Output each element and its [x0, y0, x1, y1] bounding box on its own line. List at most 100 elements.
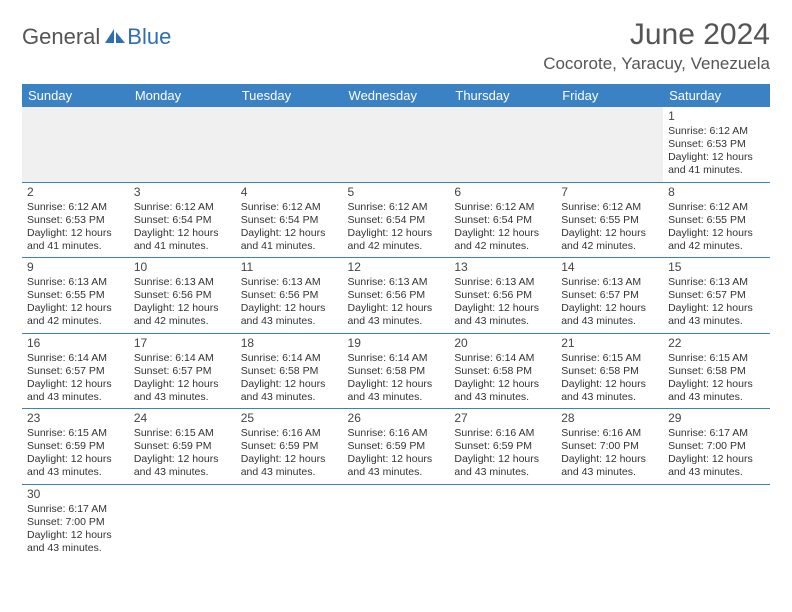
calendar-page: General Blue June 2024 Cocorote, Yaracuy…	[0, 0, 792, 612]
calendar-cell: 5Sunrise: 6:12 AMSunset: 6:54 PMDaylight…	[343, 182, 450, 258]
calendar-table: SundayMondayTuesdayWednesdayThursdayFrid…	[22, 84, 770, 559]
day-info: Sunrise: 6:15 AMSunset: 6:59 PMDaylight:…	[27, 427, 124, 480]
calendar-cell	[449, 484, 556, 559]
calendar-week: 2Sunrise: 6:12 AMSunset: 6:53 PMDaylight…	[22, 182, 770, 258]
day-number: 22	[668, 336, 765, 351]
day-header-row: SundayMondayTuesdayWednesdayThursdayFrid…	[22, 84, 770, 107]
day-info: Sunrise: 6:12 AMSunset: 6:54 PMDaylight:…	[241, 201, 338, 254]
calendar-cell: 23Sunrise: 6:15 AMSunset: 6:59 PMDayligh…	[22, 409, 129, 485]
day-number: 15	[668, 260, 765, 275]
calendar-cell: 28Sunrise: 6:16 AMSunset: 7:00 PMDayligh…	[556, 409, 663, 485]
calendar-cell: 27Sunrise: 6:16 AMSunset: 6:59 PMDayligh…	[449, 409, 556, 485]
day-number: 12	[348, 260, 445, 275]
day-info: Sunrise: 6:12 AMSunset: 6:55 PMDaylight:…	[561, 201, 658, 254]
calendar-cell: 10Sunrise: 6:13 AMSunset: 6:56 PMDayligh…	[129, 258, 236, 334]
calendar-cell	[663, 484, 770, 559]
calendar-cell: 14Sunrise: 6:13 AMSunset: 6:57 PMDayligh…	[556, 258, 663, 334]
calendar-cell: 6Sunrise: 6:12 AMSunset: 6:54 PMDaylight…	[449, 182, 556, 258]
calendar-cell: 8Sunrise: 6:12 AMSunset: 6:55 PMDaylight…	[663, 182, 770, 258]
calendar-cell: 15Sunrise: 6:13 AMSunset: 6:57 PMDayligh…	[663, 258, 770, 334]
day-number: 7	[561, 185, 658, 200]
calendar-cell	[236, 484, 343, 559]
day-header: Monday	[129, 84, 236, 107]
day-number: 3	[134, 185, 231, 200]
day-info: Sunrise: 6:14 AMSunset: 6:57 PMDaylight:…	[134, 352, 231, 405]
calendar-week: 16Sunrise: 6:14 AMSunset: 6:57 PMDayligh…	[22, 333, 770, 409]
calendar-cell	[22, 107, 129, 182]
day-number: 23	[27, 411, 124, 426]
calendar-cell: 21Sunrise: 6:15 AMSunset: 6:58 PMDayligh…	[556, 333, 663, 409]
calendar-week: 23Sunrise: 6:15 AMSunset: 6:59 PMDayligh…	[22, 409, 770, 485]
calendar-cell: 22Sunrise: 6:15 AMSunset: 6:58 PMDayligh…	[663, 333, 770, 409]
day-info: Sunrise: 6:13 AMSunset: 6:56 PMDaylight:…	[241, 276, 338, 329]
day-header: Friday	[556, 84, 663, 107]
day-info: Sunrise: 6:13 AMSunset: 6:55 PMDaylight:…	[27, 276, 124, 329]
calendar-cell	[236, 107, 343, 182]
day-info: Sunrise: 6:15 AMSunset: 6:58 PMDaylight:…	[668, 352, 765, 405]
day-info: Sunrise: 6:13 AMSunset: 6:56 PMDaylight:…	[134, 276, 231, 329]
day-number: 30	[27, 487, 124, 502]
day-number: 14	[561, 260, 658, 275]
calendar-cell: 3Sunrise: 6:12 AMSunset: 6:54 PMDaylight…	[129, 182, 236, 258]
calendar-cell: 7Sunrise: 6:12 AMSunset: 6:55 PMDaylight…	[556, 182, 663, 258]
day-number: 4	[241, 185, 338, 200]
day-number: 10	[134, 260, 231, 275]
day-number: 21	[561, 336, 658, 351]
calendar-cell: 19Sunrise: 6:14 AMSunset: 6:58 PMDayligh…	[343, 333, 450, 409]
day-number: 24	[134, 411, 231, 426]
calendar-cell	[556, 484, 663, 559]
day-number: 17	[134, 336, 231, 351]
day-number: 9	[27, 260, 124, 275]
calendar-body: 1Sunrise: 6:12 AMSunset: 6:53 PMDaylight…	[22, 107, 770, 559]
calendar-cell: 29Sunrise: 6:17 AMSunset: 7:00 PMDayligh…	[663, 409, 770, 485]
day-number: 1	[668, 109, 765, 124]
calendar-cell	[449, 107, 556, 182]
day-info: Sunrise: 6:12 AMSunset: 6:53 PMDaylight:…	[668, 125, 765, 178]
day-info: Sunrise: 6:17 AMSunset: 7:00 PMDaylight:…	[27, 503, 124, 556]
calendar-cell	[343, 107, 450, 182]
day-number: 5	[348, 185, 445, 200]
day-info: Sunrise: 6:12 AMSunset: 6:54 PMDaylight:…	[348, 201, 445, 254]
calendar-cell: 30Sunrise: 6:17 AMSunset: 7:00 PMDayligh…	[22, 484, 129, 559]
calendar-week: 30Sunrise: 6:17 AMSunset: 7:00 PMDayligh…	[22, 484, 770, 559]
day-info: Sunrise: 6:16 AMSunset: 6:59 PMDaylight:…	[348, 427, 445, 480]
day-info: Sunrise: 6:13 AMSunset: 6:56 PMDaylight:…	[348, 276, 445, 329]
day-number: 11	[241, 260, 338, 275]
day-info: Sunrise: 6:13 AMSunset: 6:56 PMDaylight:…	[454, 276, 551, 329]
calendar-cell: 1Sunrise: 6:12 AMSunset: 6:53 PMDaylight…	[663, 107, 770, 182]
day-info: Sunrise: 6:17 AMSunset: 7:00 PMDaylight:…	[668, 427, 765, 480]
calendar-cell: 24Sunrise: 6:15 AMSunset: 6:59 PMDayligh…	[129, 409, 236, 485]
calendar-cell: 25Sunrise: 6:16 AMSunset: 6:59 PMDayligh…	[236, 409, 343, 485]
title-block: June 2024 Cocorote, Yaracuy, Venezuela	[543, 18, 770, 74]
calendar-week: 1Sunrise: 6:12 AMSunset: 6:53 PMDaylight…	[22, 107, 770, 182]
calendar-cell	[129, 107, 236, 182]
calendar-cell: 13Sunrise: 6:13 AMSunset: 6:56 PMDayligh…	[449, 258, 556, 334]
day-info: Sunrise: 6:14 AMSunset: 6:58 PMDaylight:…	[348, 352, 445, 405]
day-info: Sunrise: 6:14 AMSunset: 6:58 PMDaylight:…	[454, 352, 551, 405]
day-number: 27	[454, 411, 551, 426]
calendar-cell: 26Sunrise: 6:16 AMSunset: 6:59 PMDayligh…	[343, 409, 450, 485]
day-info: Sunrise: 6:14 AMSunset: 6:57 PMDaylight:…	[27, 352, 124, 405]
day-info: Sunrise: 6:16 AMSunset: 6:59 PMDaylight:…	[241, 427, 338, 480]
day-header: Saturday	[663, 84, 770, 107]
day-number: 18	[241, 336, 338, 351]
day-info: Sunrise: 6:12 AMSunset: 6:53 PMDaylight:…	[27, 201, 124, 254]
header: General Blue June 2024 Cocorote, Yaracuy…	[22, 18, 770, 74]
calendar-cell: 16Sunrise: 6:14 AMSunset: 6:57 PMDayligh…	[22, 333, 129, 409]
calendar-cell: 2Sunrise: 6:12 AMSunset: 6:53 PMDaylight…	[22, 182, 129, 258]
day-info: Sunrise: 6:14 AMSunset: 6:58 PMDaylight:…	[241, 352, 338, 405]
day-info: Sunrise: 6:12 AMSunset: 6:55 PMDaylight:…	[668, 201, 765, 254]
day-number: 19	[348, 336, 445, 351]
day-info: Sunrise: 6:16 AMSunset: 6:59 PMDaylight:…	[454, 427, 551, 480]
day-info: Sunrise: 6:15 AMSunset: 6:58 PMDaylight:…	[561, 352, 658, 405]
calendar-cell: 4Sunrise: 6:12 AMSunset: 6:54 PMDaylight…	[236, 182, 343, 258]
calendar-cell: 11Sunrise: 6:13 AMSunset: 6:56 PMDayligh…	[236, 258, 343, 334]
day-number: 28	[561, 411, 658, 426]
day-info: Sunrise: 6:16 AMSunset: 7:00 PMDaylight:…	[561, 427, 658, 480]
logo-text-blue: Blue	[127, 24, 171, 50]
day-number: 20	[454, 336, 551, 351]
day-number: 13	[454, 260, 551, 275]
day-header: Wednesday	[343, 84, 450, 107]
month-title: June 2024	[543, 18, 770, 52]
calendar-cell	[129, 484, 236, 559]
